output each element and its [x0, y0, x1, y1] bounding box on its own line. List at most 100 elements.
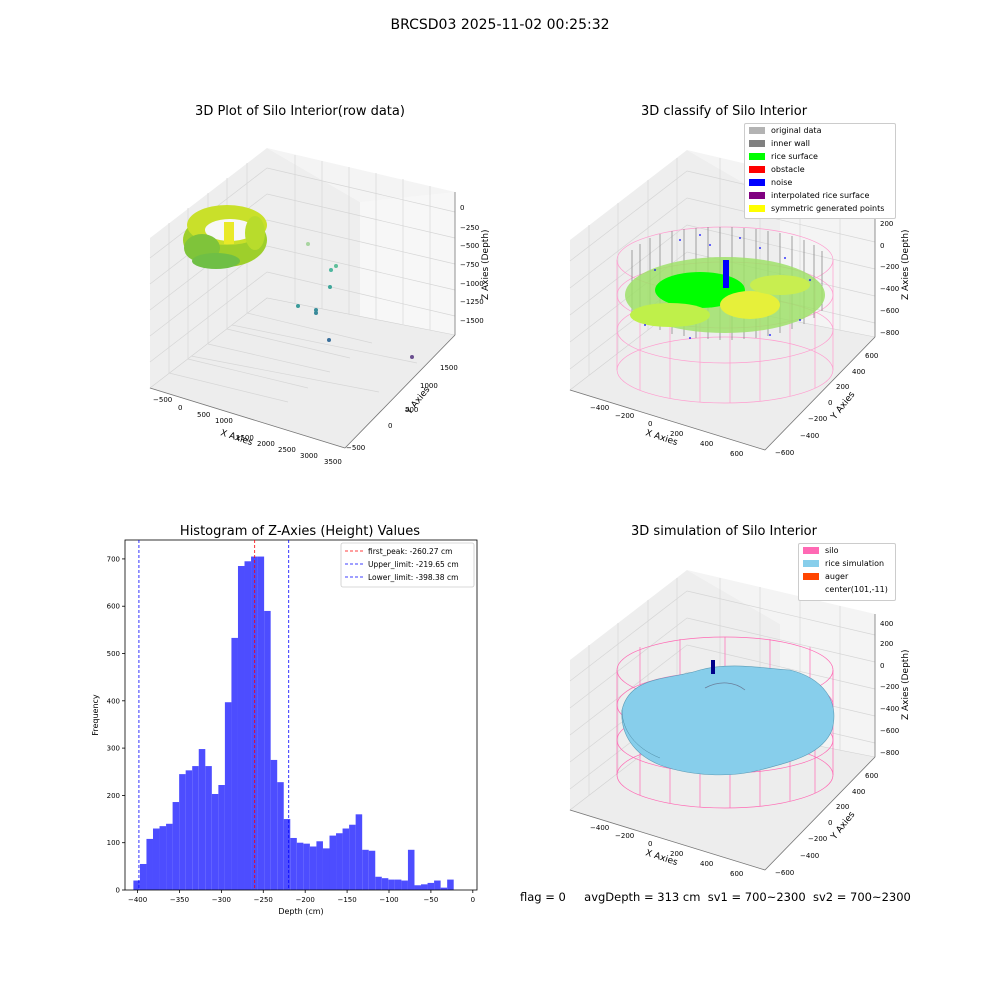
legend-label: rice simulation: [825, 559, 885, 568]
histogram-bar: [362, 849, 369, 890]
y-tick-label: 600: [107, 603, 120, 611]
y-tick-label: 400: [107, 697, 120, 705]
legend-swatch: [749, 153, 765, 160]
svg-text:600: 600: [865, 772, 878, 780]
histogram-bar: [185, 770, 193, 890]
histogram-title: Histogram of Z-Axies (Height) Values: [179, 524, 421, 539]
histogram-bar: [218, 785, 225, 890]
raw-zlabel: Z Axies (Depth): [481, 229, 491, 300]
svg-text:0: 0: [460, 204, 464, 212]
histogram-bar: [264, 610, 271, 890]
svg-text:−750: −750: [460, 261, 479, 269]
svg-text:−500: −500: [460, 242, 479, 250]
legend-entry: rice surface: [745, 150, 895, 163]
legend-swatch: [803, 547, 819, 554]
x-tick-label: −150: [337, 896, 356, 904]
histogram-bar: [427, 882, 435, 890]
flag-text: flag = 0: [520, 890, 566, 904]
legend-entry: inner wall: [745, 137, 895, 150]
svg-text:1500: 1500: [236, 434, 254, 442]
simulation-ticks: −400 −200 0 200 400 600 −600 −400 −200 0…: [590, 620, 899, 878]
histogram-bar: [447, 879, 454, 890]
histogram-legend-box: [340, 542, 475, 588]
svg-text:−1250: −1250: [460, 298, 484, 306]
svg-text:600: 600: [730, 870, 743, 878]
classify-legend: original data inner wall rice surface obsta…: [744, 123, 896, 219]
legend-entry: center(101,-11): [799, 583, 895, 596]
classify-3d-plot: −400 −200 0 200 400 600 −600 −400 −200 0…: [569, 150, 911, 458]
histogram-bar: [303, 843, 310, 890]
svg-text:500: 500: [405, 406, 418, 414]
svg-text:−800: −800: [880, 749, 899, 757]
svg-text:−600: −600: [880, 307, 899, 315]
y-tick-label: 500: [107, 650, 120, 658]
svg-text:−200: −200: [808, 415, 827, 423]
legend-label: interpolated rice surface: [771, 191, 870, 200]
simulation-plot-title: 3D simulation of Silo Interior: [631, 524, 817, 539]
svg-text:−200: −200: [880, 263, 899, 271]
svg-text:400: 400: [852, 788, 865, 796]
svg-text:500: 500: [197, 411, 210, 419]
histogram-bar: [355, 814, 363, 890]
legend-entry: symmetric generated points: [745, 202, 895, 215]
svg-text:−600: −600: [775, 449, 794, 457]
svg-text:1500: 1500: [440, 364, 458, 372]
svg-text:600: 600: [730, 450, 743, 458]
legend-swatch: [803, 560, 819, 567]
svg-text:−400: −400: [590, 404, 609, 412]
svg-text:−400: −400: [880, 285, 899, 293]
histogram-bar: [198, 749, 206, 890]
svg-text:400: 400: [880, 620, 893, 628]
svg-text:−500: −500: [153, 396, 172, 404]
status-footer: flag = 0 avgDepth = 313 cm sv1 = 700~230…: [520, 890, 911, 904]
raw-3d-plot: −500 0 500 1000 1500 2000 2500 3000 3500…: [149, 148, 491, 466]
histogram-bar: [322, 848, 330, 890]
svg-text:−1500: −1500: [460, 317, 484, 325]
x-tick-label: −250: [254, 896, 273, 904]
svg-text:−1000: −1000: [460, 280, 484, 288]
svg-text:−400: −400: [590, 824, 609, 832]
x-tick-label: −200: [296, 896, 315, 904]
svg-text:2000: 2000: [257, 440, 275, 448]
svg-text:−400: −400: [800, 852, 819, 860]
histogram-bar: [133, 880, 140, 890]
histogram-bar: [192, 766, 199, 890]
svg-text:3500: 3500: [324, 458, 342, 466]
histogram-bar: [316, 841, 323, 890]
svg-text:0: 0: [880, 662, 884, 670]
legend-label: silo: [825, 546, 839, 555]
legend-label: inner wall: [771, 139, 811, 148]
raw-back-pane: [150, 148, 360, 388]
x-tick-label: −400: [128, 896, 147, 904]
svg-text:200: 200: [670, 430, 683, 438]
sv2-text: sv2 = 700~2300: [812, 890, 911, 904]
svg-text:200: 200: [836, 383, 849, 391]
histogram-bar: [251, 556, 258, 890]
svg-text:−600: −600: [880, 727, 899, 735]
svg-text:1000: 1000: [215, 417, 233, 425]
svg-text:0: 0: [388, 422, 392, 430]
svg-text:−200: −200: [615, 412, 634, 420]
histogram-bar: [179, 774, 186, 890]
svg-text:−800: −800: [880, 329, 899, 337]
svg-text:0: 0: [880, 242, 884, 250]
x-tick-label: −300: [212, 896, 231, 904]
histogram-frame: [124, 539, 478, 891]
legend-label: original data: [771, 126, 822, 135]
svg-text:0: 0: [178, 404, 182, 412]
raw-axes: [149, 192, 456, 449]
figure-title: BRCSD03 2025-11-02 00:25:32: [390, 17, 610, 33]
legend-label: rice surface: [771, 152, 818, 161]
legend-label: auger: [825, 572, 849, 581]
histogram-bar: [375, 876, 382, 890]
histogram-bar: [368, 850, 376, 890]
simulation-ylabel: Y Axies: [829, 810, 858, 843]
legend-entry: original data: [745, 124, 895, 137]
histogram-bar: [336, 833, 343, 890]
raw-xlabel: X Axies: [219, 428, 254, 448]
classify-ylabel: Y Axies: [829, 390, 858, 423]
histogram-bar: [381, 878, 389, 890]
histogram-bar: [407, 849, 415, 890]
raw-plot-title: 3D Plot of Silo Interior(row data): [195, 104, 405, 119]
histogram-bar: [166, 823, 173, 890]
